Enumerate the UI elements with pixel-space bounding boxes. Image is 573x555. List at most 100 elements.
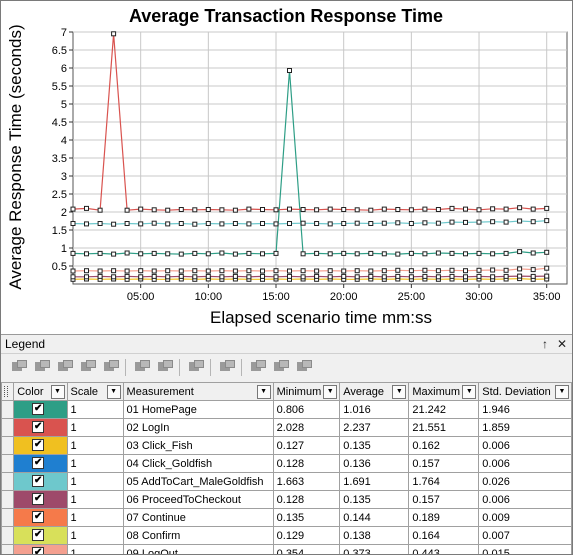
toolbar-icon-4[interactable] bbox=[80, 360, 96, 374]
data-point[interactable] bbox=[287, 68, 292, 73]
data-point[interactable] bbox=[408, 268, 414, 274]
pin-icon[interactable]: ↑ bbox=[542, 337, 548, 351]
data-point[interactable] bbox=[84, 274, 89, 280]
data-point[interactable] bbox=[273, 221, 279, 227]
data-point[interactable] bbox=[327, 268, 333, 274]
visibility-checkbox[interactable]: ✔ bbox=[32, 421, 45, 433]
color-cell[interactable]: ✔ bbox=[13, 436, 68, 455]
legend-row[interactable]: ✔ 1 08 Confirm 0.129 0.138 0.164 0.007 bbox=[1, 526, 572, 545]
data-point[interactable] bbox=[314, 207, 320, 213]
data-point[interactable] bbox=[124, 250, 130, 256]
data-point[interactable] bbox=[341, 221, 347, 226]
data-point[interactable] bbox=[517, 266, 523, 272]
row-selector[interactable] bbox=[1, 454, 15, 473]
data-point[interactable] bbox=[435, 220, 441, 226]
data-point[interactable] bbox=[517, 205, 523, 211]
chevron-down-icon[interactable]: ▼ bbox=[106, 385, 121, 399]
data-point[interactable] bbox=[205, 273, 211, 279]
data-point[interactable] bbox=[530, 273, 536, 279]
data-point[interactable] bbox=[287, 273, 292, 279]
column-header-maximum[interactable]: Maximum ▼ bbox=[408, 382, 480, 401]
color-cell[interactable]: ✔ bbox=[13, 400, 68, 419]
data-point[interactable] bbox=[408, 207, 414, 213]
data-point[interactable] bbox=[151, 207, 157, 213]
toolbar-icon-7[interactable] bbox=[157, 360, 173, 374]
data-point[interactable] bbox=[300, 251, 306, 257]
columns-icon[interactable] bbox=[219, 360, 235, 374]
data-point[interactable] bbox=[449, 267, 455, 273]
data-point[interactable] bbox=[97, 207, 103, 213]
data-point[interactable] bbox=[70, 250, 76, 256]
legend-row[interactable]: ✔ 1 02 LogIn 2.028 2.237 21.551 1.859 bbox=[1, 418, 572, 437]
data-point[interactable] bbox=[97, 250, 103, 256]
data-point[interactable] bbox=[381, 206, 387, 212]
data-point[interactable] bbox=[111, 31, 117, 37]
color-cell[interactable]: ✔ bbox=[13, 544, 68, 554]
chevron-down-icon[interactable]: ▼ bbox=[50, 385, 65, 399]
data-point[interactable] bbox=[219, 250, 225, 256]
data-point[interactable] bbox=[111, 274, 117, 280]
data-point[interactable] bbox=[368, 221, 374, 226]
data-point[interactable] bbox=[530, 219, 536, 225]
color-cell[interactable]: ✔ bbox=[13, 418, 68, 437]
data-point[interactable] bbox=[476, 267, 482, 273]
data-point[interactable] bbox=[517, 273, 523, 279]
data-point[interactable] bbox=[490, 206, 496, 212]
column-header-scale[interactable]: Scale ▼ bbox=[66, 382, 124, 401]
data-point[interactable] bbox=[124, 207, 130, 213]
chevron-down-icon[interactable]: ▼ bbox=[555, 385, 569, 399]
data-point[interactable] bbox=[124, 221, 130, 226]
data-point[interactable] bbox=[300, 220, 306, 226]
data-point[interactable] bbox=[151, 250, 157, 256]
data-point[interactable] bbox=[124, 268, 130, 274]
data-point[interactable] bbox=[273, 250, 279, 256]
data-point[interactable] bbox=[503, 250, 509, 256]
data-point[interactable] bbox=[246, 268, 252, 274]
data-point[interactable] bbox=[449, 205, 455, 211]
data-point[interactable] bbox=[544, 218, 550, 224]
data-point[interactable] bbox=[395, 207, 401, 212]
data-point[interactable] bbox=[381, 220, 387, 226]
chevron-down-icon[interactable]: ▼ bbox=[323, 385, 338, 399]
data-point[interactable] bbox=[395, 273, 401, 279]
color-cell[interactable]: ✔ bbox=[13, 472, 68, 491]
data-point[interactable] bbox=[341, 273, 347, 279]
data-point[interactable] bbox=[422, 251, 428, 257]
data-point[interactable] bbox=[138, 251, 144, 257]
data-point[interactable] bbox=[287, 268, 292, 274]
data-point[interactable] bbox=[300, 207, 306, 212]
data-point[interactable] bbox=[517, 249, 523, 255]
data-point[interactable] bbox=[192, 250, 198, 256]
data-point[interactable] bbox=[192, 268, 198, 274]
toolbar-icon-12[interactable] bbox=[296, 360, 312, 374]
row-selector[interactable] bbox=[1, 436, 15, 455]
legend-row[interactable]: ✔ 1 05 AddToCart_MaleGoldfish 1.663 1.691 1.7… bbox=[1, 472, 572, 491]
data-point[interactable] bbox=[327, 221, 333, 227]
data-point[interactable] bbox=[97, 221, 103, 226]
data-point[interactable] bbox=[219, 221, 225, 227]
data-point[interactable] bbox=[476, 273, 482, 279]
data-point[interactable] bbox=[111, 221, 117, 227]
data-point[interactable] bbox=[314, 268, 320, 274]
data-point[interactable] bbox=[178, 268, 184, 274]
data-point[interactable] bbox=[178, 221, 184, 226]
data-point[interactable] bbox=[408, 250, 414, 256]
data-point[interactable] bbox=[381, 268, 387, 274]
chevron-down-icon[interactable]: ▼ bbox=[392, 385, 407, 399]
data-point[interactable] bbox=[165, 268, 171, 274]
data-point[interactable] bbox=[395, 251, 401, 257]
data-point[interactable] bbox=[327, 251, 333, 257]
data-point[interactable] bbox=[260, 207, 265, 212]
data-point[interactable] bbox=[84, 205, 89, 211]
data-point[interactable] bbox=[260, 273, 265, 279]
chevron-down-icon[interactable]: ▼ bbox=[256, 385, 271, 399]
data-point[interactable] bbox=[205, 251, 211, 257]
data-point[interactable] bbox=[70, 221, 76, 226]
visibility-checkbox[interactable]: ✔ bbox=[32, 529, 45, 541]
data-point[interactable] bbox=[138, 206, 144, 212]
data-point[interactable] bbox=[490, 267, 496, 273]
data-point[interactable] bbox=[327, 274, 333, 280]
data-point[interactable] bbox=[476, 250, 482, 256]
data-point[interactable] bbox=[124, 273, 130, 279]
visibility-checkbox[interactable]: ✔ bbox=[32, 403, 45, 415]
